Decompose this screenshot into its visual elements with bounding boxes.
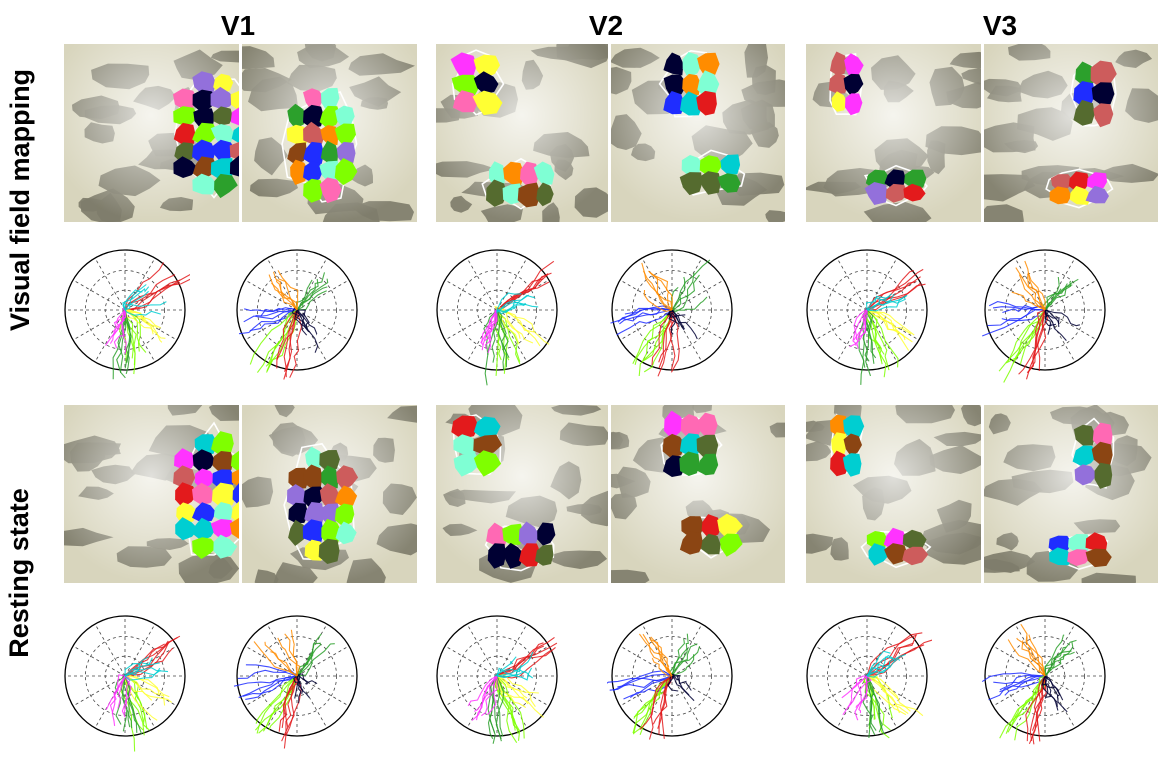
polar-plot-left-2-2: [436, 615, 558, 744]
traced-trajectory: [105, 307, 127, 354]
traced-trajectory: [667, 673, 695, 702]
traced-trajectory: [496, 292, 539, 315]
traced-trajectory: [1025, 675, 1047, 745]
traced-trajectory: [641, 262, 673, 312]
parcel-region: [679, 513, 743, 559]
polar-grid: [611, 249, 733, 371]
parcel-region: [283, 442, 359, 564]
parcel-region: [1070, 60, 1117, 128]
parcel-region: [660, 410, 723, 477]
polar-grid: [984, 249, 1106, 371]
traced-trajectory: [865, 293, 908, 312]
parcel-region: [173, 421, 239, 559]
traced-trajectory: [981, 301, 1046, 337]
traced-trajectory: [467, 675, 498, 721]
polar-grid: [611, 615, 733, 737]
parcel-region: [863, 164, 928, 207]
traced-trajectory: [866, 650, 907, 678]
traced-trajectory: [122, 284, 167, 316]
traced-trajectory: [238, 307, 298, 335]
traced-trajectory: [981, 672, 1046, 701]
traced-trajectory: [124, 309, 166, 343]
polar-plot-right-3-2: [981, 615, 1106, 745]
brain-surface-left-2-1: [436, 44, 608, 222]
traced-trajectory: [124, 656, 169, 681]
traced-trajectory: [480, 309, 498, 354]
traced-trajectory: [494, 651, 534, 681]
polar-plot-right-2-1: [610, 249, 733, 377]
traced-trajectory: [296, 633, 335, 677]
column-title-v2: V2: [588, 10, 624, 41]
parcel-region: [1048, 532, 1112, 571]
traced-trajectory: [253, 629, 301, 677]
traced-trajectory: [1044, 309, 1081, 341]
brain-surface-left-1-1: [64, 44, 239, 222]
traced-trajectory: [124, 674, 173, 721]
polar-grid: [236, 249, 358, 371]
row-label-visual-field-mapping: Visual field mapping: [5, 68, 35, 331]
parcel-region: [679, 149, 746, 196]
traced-trajectory: [1041, 675, 1068, 713]
traced-trajectory: [496, 636, 558, 679]
parcel-region: [451, 414, 503, 477]
parcel-region: [830, 413, 865, 477]
traced-trajectory: [291, 307, 319, 353]
brain-surface-left-3-1: [806, 44, 981, 222]
parcel-region: [484, 521, 556, 572]
row-label-resting-state: Resting state: [4, 488, 34, 658]
brain-surface-right-2-2: [611, 405, 785, 583]
polar-plot-left-3-1: [806, 249, 928, 385]
polar-plot-right-1-2: [233, 615, 358, 749]
polar-plot-right-1-1: [236, 249, 358, 380]
parcel-region: [281, 87, 358, 204]
polar-plot-left-3-2: [806, 615, 932, 739]
traced-trajectory: [295, 272, 329, 312]
parcel-region: [1071, 417, 1115, 489]
polar-plot-right-2-2: [607, 615, 733, 740]
polar-grid: [806, 615, 928, 737]
polar-plot-left-1-2: [64, 615, 186, 752]
polar-plot-right-3-1: [981, 249, 1106, 383]
polar-plot-left-1-1: [64, 249, 190, 380]
brain-surface-right-1-2: [242, 405, 417, 583]
brain-surface-right-1-1: [242, 44, 417, 222]
parcel-region: [860, 527, 932, 569]
column-title-v3: V3: [982, 10, 1018, 41]
traced-trajectory: [1018, 309, 1049, 380]
traced-trajectory: [670, 259, 711, 313]
traced-trajectory: [112, 309, 132, 380]
traced-trajectory: [610, 305, 673, 336]
traced-trajectory: [638, 633, 673, 677]
traced-trajectory: [293, 673, 318, 704]
parcel-region: [173, 71, 239, 199]
traced-trajectory: [124, 635, 181, 677]
parcel-region: [481, 157, 555, 210]
traced-trajectory: [105, 674, 132, 726]
parcel-region: [658, 49, 720, 118]
parcel-region: [828, 51, 864, 116]
traced-trajectory: [849, 309, 868, 349]
column-title-v1: V1: [220, 10, 256, 41]
brain-surface-right-2-1: [611, 44, 785, 222]
brain-surface-right-3-2: [984, 405, 1158, 583]
brain-surface-left-1-2: [64, 405, 239, 583]
brain-surface-right-3-1: [984, 44, 1158, 222]
parcel-region: [1045, 168, 1114, 209]
parcel-region: [450, 49, 505, 116]
brain-surface-left-2-2: [436, 405, 608, 583]
polar-plot-left-2-1: [436, 249, 558, 386]
traced-trajectory: [841, 675, 872, 721]
traced-trajectory: [863, 309, 899, 378]
traced-trajectory: [999, 675, 1046, 741]
traced-trajectory: [1011, 260, 1046, 311]
traced-trajectory: [268, 270, 299, 311]
traced-trajectory: [1007, 623, 1046, 677]
traced-trajectory: [496, 260, 555, 311]
traced-trajectory: [866, 675, 924, 717]
traced-trajectory: [1044, 634, 1077, 677]
brain-surface-left-3-2: [806, 405, 981, 583]
